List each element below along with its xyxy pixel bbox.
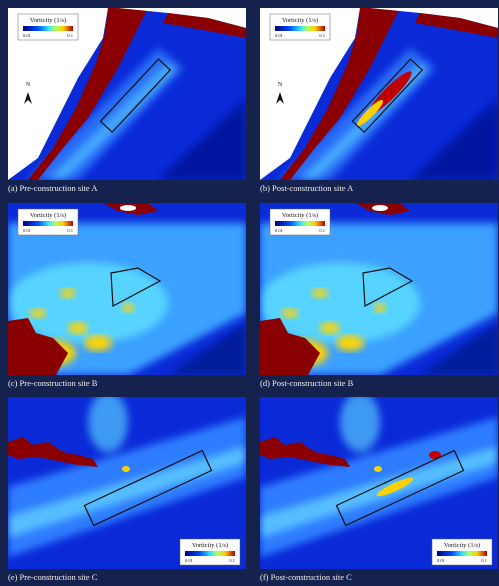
moderate — [374, 303, 386, 313]
panel: N Vorticity (1/s) 0.01 0.1 (b) Post-construc… — [260, 8, 498, 193]
panel: Vorticity (1/s) 0.01 0.1 (e) Pre-constructi… — [8, 397, 246, 582]
colorbar-min: 0.01 — [23, 228, 31, 233]
panel: Vorticity (1/s) 0.01 0.1 (f) Post-construct… — [260, 397, 498, 582]
colorbar-title: Vorticity (1/s) — [444, 542, 480, 549]
colorbar-scale — [185, 551, 235, 556]
colorbar-min: 0.01 — [23, 33, 31, 38]
vorticity-map: Vorticity (1/s) 0.01 0.1 — [260, 397, 498, 569]
moderate — [282, 308, 298, 318]
moderate — [320, 322, 340, 334]
colorbar: Vorticity (1/s) 0.01 0.1 — [18, 209, 78, 235]
moderate — [68, 322, 88, 334]
colorbar: Vorticity (1/s) 0.01 0.1 — [180, 539, 240, 565]
colorbar: Vorticity (1/s) 0.01 0.1 — [18, 14, 78, 40]
land — [120, 205, 136, 211]
land — [372, 205, 388, 211]
colorbar: Vorticity (1/s) 0.01 0.1 — [270, 209, 330, 235]
caption: (f) Post-construction site C — [260, 572, 498, 582]
vorticity-map: N Vorticity (1/s) 0.01 0.1 — [8, 8, 246, 180]
caption: (b) Post-construction site A — [260, 183, 498, 193]
moderate — [30, 308, 46, 318]
colorbar-scale — [23, 221, 73, 226]
moderate — [336, 335, 364, 351]
moderate — [122, 466, 130, 472]
colorbar-title: Vorticity (1/s) — [30, 17, 66, 24]
colorbar-max: 0.1 — [319, 33, 325, 38]
colorbar-max: 0.1 — [319, 228, 325, 233]
caption: (c) Pre-construction site B — [8, 378, 246, 388]
vorticity-map: Vorticity (1/s) 0.01 0.1 — [8, 397, 246, 569]
vorticity-map: Vorticity (1/s) 0.01 0.1 — [260, 203, 498, 375]
colorbar-max: 0.1 — [481, 558, 487, 563]
panel: Vorticity (1/s) 0.01 0.1 (d) Post-construct… — [260, 203, 498, 388]
colorbar-min: 0.01 — [437, 558, 445, 563]
north-label: N — [278, 82, 283, 88]
caption: (e) Pre-construction site C — [8, 572, 246, 582]
colorbar: Vorticity (1/s) 0.01 0.1 — [432, 539, 492, 565]
colorbar-min: 0.01 — [275, 228, 283, 233]
caption: (d) Post-construction site B — [260, 378, 498, 388]
moderate — [312, 288, 328, 298]
caption: (a) Pre-construction site A — [8, 183, 246, 193]
colorbar-max: 0.1 — [67, 228, 73, 233]
colorbar-scale — [275, 26, 325, 31]
colorbar-min: 0.01 — [185, 558, 193, 563]
colorbar-scale — [23, 26, 73, 31]
north-label: N — [26, 82, 31, 88]
colorbar-title: Vorticity (1/s) — [282, 17, 318, 24]
moderate — [84, 335, 112, 351]
colorbar-scale — [437, 551, 487, 556]
colorbar-title: Vorticity (1/s) — [30, 212, 66, 219]
vorticity-map: N Vorticity (1/s) 0.01 0.1 — [260, 8, 498, 180]
colorbar-max: 0.1 — [229, 558, 235, 563]
moderate — [122, 303, 134, 313]
colorbar-title: Vorticity (1/s) — [192, 542, 228, 549]
colorbar-scale — [275, 221, 325, 226]
moderate — [60, 288, 76, 298]
colorbar-max: 0.1 — [67, 33, 73, 38]
panel: Vorticity (1/s) 0.01 0.1 (c) Pre-constructi… — [8, 203, 246, 388]
colorbar-min: 0.01 — [275, 33, 283, 38]
moderate — [374, 466, 382, 472]
colorbar: Vorticity (1/s) 0.01 0.1 — [270, 14, 330, 40]
panel: N Vorticity (1/s) 0.01 0.1 (a) Pre-construct… — [8, 8, 246, 193]
vorticity-map: Vorticity (1/s) 0.01 0.1 — [8, 203, 246, 375]
figure: N Vorticity (1/s) 0.01 0.1 (a) Pre-construct… — [0, 0, 499, 586]
colorbar-title: Vorticity (1/s) — [282, 212, 318, 219]
